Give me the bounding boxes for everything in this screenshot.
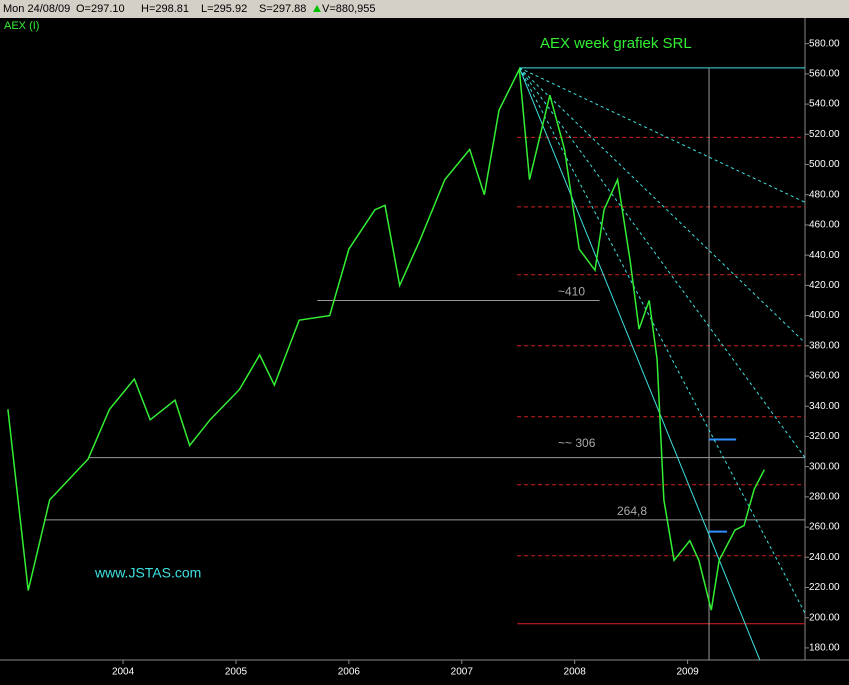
- support-label: ~~ 306: [558, 436, 596, 450]
- x-tick-label: 2008: [564, 667, 587, 678]
- y-tick-label: 380.00: [809, 340, 840, 351]
- header-high: H=298.81: [141, 3, 189, 15]
- y-tick-label: 560.00: [809, 69, 840, 80]
- x-tick-label: 2005: [225, 667, 248, 678]
- header-volume: V=880,955: [322, 3, 376, 15]
- y-tick-label: 580.00: [809, 38, 840, 49]
- header-close: S=297.88: [259, 3, 306, 15]
- y-tick-label: 480.00: [809, 189, 840, 200]
- y-tick-label: 500.00: [809, 159, 840, 170]
- y-tick-label: 360.00: [809, 371, 840, 382]
- instrument-label: AEX (I): [4, 20, 39, 32]
- y-tick-label: 260.00: [809, 522, 840, 533]
- support-label: ~410: [558, 285, 585, 299]
- fan-line: [519, 67, 806, 203]
- x-tick-label: 2004: [112, 667, 135, 678]
- chart-title: AEX week grafiek SRL: [540, 35, 692, 52]
- y-tick-label: 400.00: [809, 310, 840, 321]
- header-low: L=295.92: [201, 3, 247, 15]
- fan-line: [518, 67, 806, 458]
- y-tick-label: 460.00: [809, 220, 840, 231]
- y-tick-label: 220.00: [809, 582, 840, 593]
- y-tick-label: 280.00: [809, 491, 840, 502]
- x-tick-label: 2007: [451, 667, 474, 678]
- up-arrow: [313, 5, 321, 12]
- header-open: O=297.10: [76, 3, 125, 15]
- fan-line: [519, 67, 806, 344]
- x-tick-label: 2006: [338, 667, 361, 678]
- y-tick-label: 420.00: [809, 280, 840, 291]
- support-label: 264,8: [617, 504, 647, 518]
- y-tick-label: 440.00: [809, 250, 840, 261]
- y-tick-label: 320.00: [809, 431, 840, 442]
- header-date: Mon 24/08/09: [3, 3, 70, 15]
- y-tick-label: 540.00: [809, 99, 840, 110]
- y-tick-label: 520.00: [809, 129, 840, 140]
- x-tick-label: 2009: [676, 667, 699, 678]
- y-tick-label: 300.00: [809, 461, 840, 472]
- y-tick-label: 240.00: [809, 552, 840, 563]
- watermark: www.JSTAS.com: [94, 565, 201, 581]
- y-tick-label: 340.00: [809, 401, 840, 412]
- y-tick-label: 180.00: [809, 643, 840, 654]
- header-bar: [0, 0, 849, 18]
- fan-line: [518, 67, 806, 614]
- price-line: [7, 66, 766, 611]
- y-tick-label: 200.00: [809, 612, 840, 623]
